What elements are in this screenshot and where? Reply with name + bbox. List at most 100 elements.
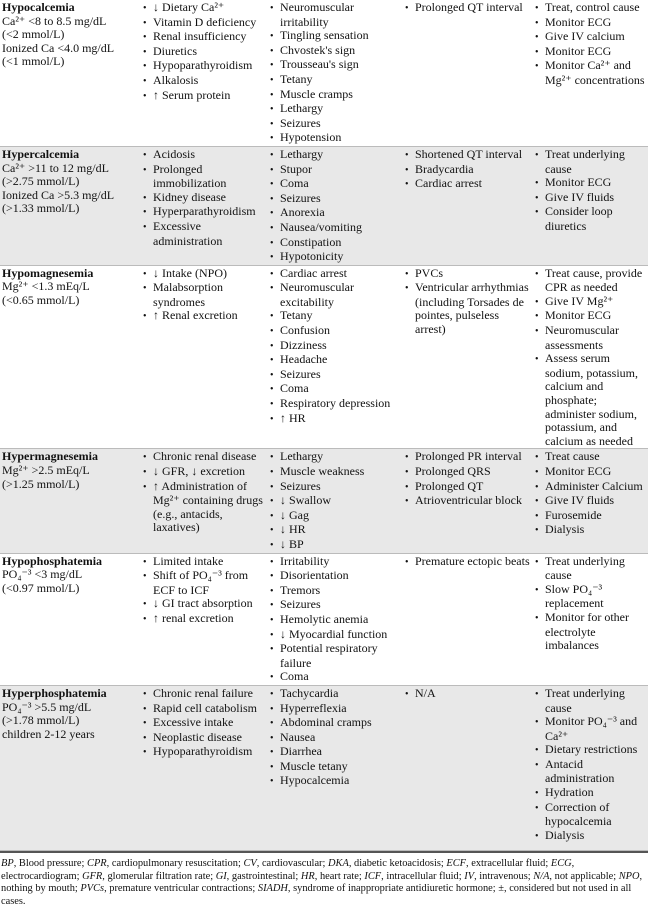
- treatment-list: Treat underlying causeMonitor PO₄⁻³ and …: [535, 686, 646, 844]
- condition-cell: Hypophosphatemia PO₄⁻³ <3 mg/dL (<0.97 mmo…: [0, 553, 141, 685]
- criteria-line: (<0.97 mmol/L): [2, 580, 80, 595]
- condition-cell: Hypomagnesemia Mg²⁺ <1.3 mEq/L (<0.65 mmol…: [0, 265, 141, 449]
- list-item: Confusion: [270, 323, 401, 339]
- condition-name: Hypocalcemia: [2, 0, 75, 14]
- ecg-cell: Premature ectopic beats: [403, 553, 533, 685]
- criteria-line: PO₄⁻³ >5.5 mg/dL: [2, 699, 92, 714]
- criteria-line: (>1.33 mmol/L): [2, 201, 80, 216]
- list-item: Lethargy: [270, 102, 401, 117]
- list-item: Stupor: [270, 162, 401, 178]
- condition-name: Hypermagnesemia: [2, 449, 98, 464]
- list-item: Abdominal cramps: [270, 715, 401, 731]
- table-row: Hypophosphatemia PO₄⁻³ <3 mg/dL (<0.97 mmo…: [0, 553, 648, 686]
- abbreviation-definition: diabetic ketoacidosis: [354, 857, 441, 869]
- table-row: Hypomagnesemia Mg²⁺ <1.3 mEq/L (<0.65 mmol…: [0, 265, 648, 449]
- abbreviation: CPR: [87, 857, 107, 869]
- causes-list: Limited intakeShift of PO₄⁻³ from ECF to…: [143, 554, 266, 627]
- abbreviation: GI: [215, 870, 227, 882]
- list-item: Seizures: [270, 479, 401, 495]
- list-item: Irritability: [270, 554, 401, 570]
- signs-list: LethargyMuscle weaknessSeizures↓ Swallow…: [270, 450, 401, 552]
- list-item: Atrioventricular block: [405, 494, 531, 509]
- treatment-cell: Treat, control causeMonitor ECGGive IV c…: [533, 0, 648, 146]
- abbreviation-definition: electrocardiogram: [1, 870, 77, 882]
- criteria-line: (>1.78 mmol/L): [2, 713, 80, 728]
- list-item: Diuretics: [143, 44, 266, 60]
- abbreviation-definition: heart rate: [319, 870, 359, 882]
- treatment-cell: Treat cause, provide CPR as neededGive I…: [533, 265, 648, 449]
- abbreviation: BP: [1, 857, 14, 869]
- abbreviation-definition: syndrome of inappropriate antidiuretic h…: [293, 883, 493, 895]
- signs-list: LethargyStuporComaSeizuresAnorexiaNausea…: [270, 147, 401, 265]
- criteria-line: PO₄⁻³ <3 mg/dL: [2, 567, 83, 582]
- signs-cell: IrritabilityDisorientationTremorsSeizure…: [268, 553, 403, 685]
- list-item: ↑ HR: [270, 411, 401, 427]
- criteria-line: Ca²⁺ <8 to 8.5 mg/dL: [2, 13, 107, 28]
- signs-cell: Cardiac arrestNeuromuscular excitability…: [268, 265, 403, 449]
- list-item: Give IV Mg²⁺: [535, 294, 646, 310]
- list-item: Bradycardia: [405, 162, 531, 178]
- abbreviation-definition: cardiopulmonary resuscitation: [111, 857, 238, 869]
- abbreviation-definition: extracellular fluid: [471, 857, 546, 869]
- list-item: Prolonged QT interval: [405, 0, 531, 16]
- list-item: Excessive intake: [143, 715, 266, 731]
- list-item: Assess serum sodium, potassium, calcium …: [535, 351, 646, 448]
- list-item: Diarrhea: [270, 745, 401, 760]
- list-item: Hypotension: [270, 131, 401, 146]
- list-item: Monitor ECG: [535, 44, 646, 60]
- list-item: Ventricular arrhythmias (including Torsa…: [405, 280, 531, 336]
- list-item: Dialysis: [535, 828, 646, 844]
- list-item: Muscle weakness: [270, 464, 401, 480]
- list-item: ↑ Renal excretion: [143, 309, 266, 324]
- list-item: Coma: [270, 177, 401, 192]
- list-item: Seizures: [270, 191, 401, 207]
- list-item: Malabsorption syndromes: [143, 280, 266, 309]
- list-item: Headache: [270, 353, 401, 368]
- signs-cell: LethargyMuscle weaknessSeizures↓ Swallow…: [268, 449, 403, 553]
- list-item: Treat cause: [535, 450, 646, 465]
- abbreviation: DKA: [328, 857, 349, 869]
- abbreviation: SIADH: [257, 883, 288, 895]
- abbreviation-definition: glomerular filtration rate: [107, 870, 211, 882]
- ecg-list: Premature ectopic beats: [405, 554, 531, 570]
- list-item: Antacid administration: [535, 757, 646, 786]
- abbreviation: N/A: [533, 870, 550, 882]
- abbreviation: HR: [300, 870, 315, 882]
- list-item: ↓ Myocardial function: [270, 627, 401, 643]
- list-item: Muscle cramps: [270, 87, 401, 103]
- abbreviation: IV: [464, 870, 475, 882]
- causes-cell: Chronic renal disease↓ GFR, ↓ excretion↑…: [141, 449, 268, 553]
- list-item: Constipation: [270, 235, 401, 251]
- criteria-line: Ca²⁺ >11 to 12 mg/dL: [2, 160, 109, 175]
- list-item: Cardiac arrest: [405, 177, 531, 192]
- abbreviation: ICF: [364, 870, 382, 882]
- list-item: Alkalosis: [143, 73, 266, 89]
- ecg-list: Prolonged QT interval: [405, 0, 531, 16]
- criteria-line: (>2.75 mmol/L): [2, 174, 80, 189]
- ecg-list: PVCsVentricular arrhythmias (including T…: [405, 266, 531, 337]
- list-item: ↑ renal excretion: [143, 611, 266, 627]
- condition-name: Hypomagnesemia: [2, 265, 94, 280]
- criteria-line: children 2-12 years: [2, 726, 95, 741]
- list-item: ↓ HR: [270, 523, 401, 538]
- abbreviation-definition: cardiovascular: [261, 857, 323, 869]
- ecg-list: Shortened QT intervalBradycardiaCardiac …: [405, 147, 531, 192]
- criteria-line: (<1 mmol/L): [2, 54, 65, 69]
- list-item: Hypocalcemia: [270, 774, 401, 789]
- abbreviations-footnote: BP, Blood pressure; CPR, cardiopulmonary…: [0, 850, 648, 908]
- abbreviation: PVCs: [80, 883, 105, 895]
- signs-list: IrritabilityDisorientationTremorsSeizure…: [270, 554, 401, 685]
- list-item: Prolonged QT: [405, 479, 531, 495]
- list-item: ↓ Gag: [270, 508, 401, 524]
- list-item: Vitamin D deficiency: [143, 15, 266, 31]
- list-item: Hypoparathyroidism: [143, 745, 266, 760]
- list-item: Hemolytic anemia: [270, 612, 401, 628]
- list-item: Neoplastic disease: [143, 730, 266, 746]
- list-item: Chvostek's sign: [270, 43, 401, 59]
- condition-name: Hyperphosphatemia: [2, 685, 107, 700]
- list-item: Monitor PO₄⁻³ and Ca²⁺: [535, 714, 646, 743]
- list-item: Give IV calcium: [535, 30, 646, 45]
- condition-cell: Hyperphosphatemia PO₄⁻³ >5.5 mg/dL (>1.78 …: [0, 685, 141, 850]
- list-item: ↑ Administration of Mg²⁺ containing drug…: [143, 479, 266, 535]
- list-item: Kidney disease: [143, 190, 266, 206]
